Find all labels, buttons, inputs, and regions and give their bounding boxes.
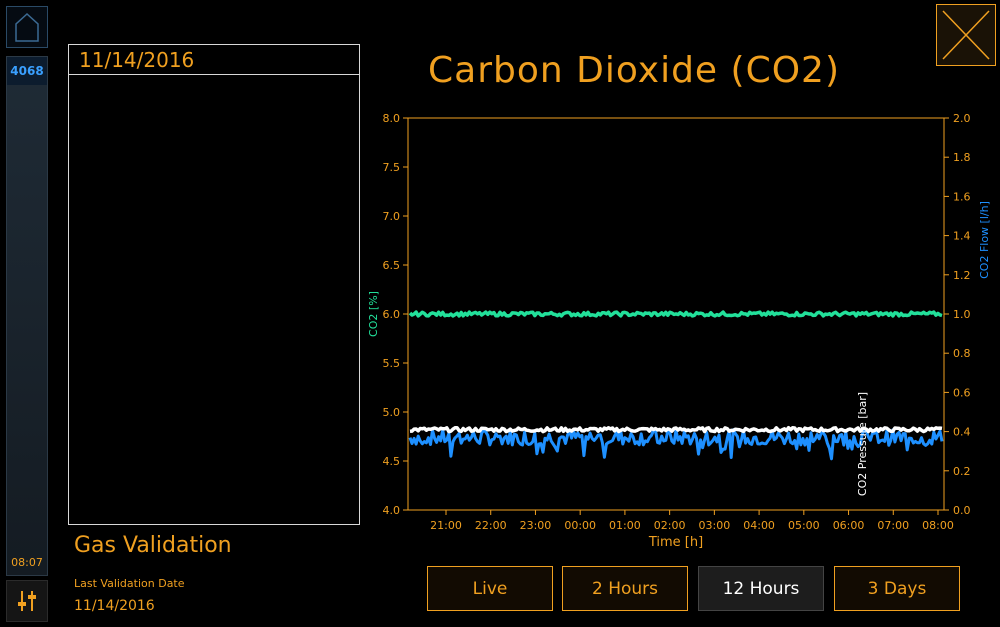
x-tick-label: 22:00 bbox=[475, 519, 507, 532]
sidebar-time: 08:07 bbox=[11, 556, 43, 569]
x-tick-label: 07:00 bbox=[877, 519, 909, 532]
right-tick-label: 1.4 bbox=[953, 230, 971, 243]
panel-date: 11/14/2016 bbox=[69, 45, 359, 75]
y-right-label-pressure: CO2 Pressure [bar] bbox=[856, 392, 869, 496]
last-validation-label: Last Validation Date bbox=[74, 577, 185, 590]
home-icon bbox=[15, 12, 39, 42]
left-tick-label: 8.0 bbox=[383, 112, 401, 125]
right-tick-label: 1.0 bbox=[953, 308, 971, 321]
y-right-label-flow: CO2 Flow [l/h] bbox=[978, 201, 991, 279]
x-axis: 21:00 22:00 23:00 00:00 01:00 02:00 03:00 04:00… bbox=[430, 510, 954, 532]
x-tick-label: 06:00 bbox=[833, 519, 865, 532]
sidebar-badge: 4068 bbox=[7, 57, 47, 85]
right-tick-label: 1.2 bbox=[953, 269, 971, 282]
close-button[interactable] bbox=[936, 4, 996, 66]
sidebar-track[interactable]: 4068 08:07 bbox=[6, 56, 48, 576]
gas-validation-title: Gas Validation bbox=[74, 533, 232, 558]
left-tick-label: 5.5 bbox=[383, 357, 401, 370]
left-axis: 4.0 4.5 5.0 5.5 6.0 6.5 7.0 7.5 8.0 bbox=[383, 112, 408, 517]
series-line-pressure bbox=[409, 425, 943, 434]
x-tick-label: 04:00 bbox=[743, 519, 775, 532]
right-tick-label: 0.0 bbox=[953, 504, 971, 517]
right-tick-label: 0.8 bbox=[953, 347, 971, 360]
page-title: Carbon Dioxide (CO2) bbox=[428, 50, 840, 91]
x-tick-label: 01:00 bbox=[609, 519, 641, 532]
close-icon bbox=[942, 10, 990, 60]
right-tick-label: 2.0 bbox=[953, 112, 971, 125]
right-tick-label: 1.6 bbox=[953, 190, 971, 203]
sliders-icon bbox=[18, 591, 36, 611]
x-tick-label: 00:00 bbox=[564, 519, 596, 532]
right-tick-label: 0.6 bbox=[953, 386, 971, 399]
x-tick-label: 02:00 bbox=[654, 519, 686, 532]
timeframe-button-3-days[interactable]: 3 Days bbox=[834, 566, 960, 611]
right-tick-label: 0.4 bbox=[953, 426, 971, 439]
sidebar: 4068 08:07 bbox=[0, 0, 54, 627]
left-tick-label: 7.0 bbox=[383, 210, 401, 223]
left-tick-label: 4.5 bbox=[383, 455, 401, 468]
right-tick-label: 0.2 bbox=[953, 465, 971, 478]
y-left-label: CO2 [%] bbox=[367, 291, 380, 337]
left-tick-label: 7.5 bbox=[383, 161, 401, 174]
last-validation-date: 11/14/2016 bbox=[74, 598, 155, 614]
right-axis: 0.0 0.2 0.4 0.6 0.8 1.0 1.2 1.4 1.6 1.8 2.0 bbox=[944, 112, 971, 517]
timeframe-button-12-hours[interactable]: 12 Hours bbox=[698, 566, 824, 611]
x-tick-label: 21:00 bbox=[430, 519, 462, 532]
left-tick-label: 4.0 bbox=[383, 504, 401, 517]
x-tick-label: 08:00 bbox=[922, 519, 954, 532]
x-tick-label: 05:00 bbox=[788, 519, 820, 532]
left-tick-label: 5.0 bbox=[383, 406, 401, 419]
series-group bbox=[408, 310, 944, 461]
x-axis-label: Time [h] bbox=[648, 535, 703, 550]
settings-button[interactable] bbox=[6, 580, 48, 622]
left-tick-label: 6.0 bbox=[383, 308, 401, 321]
co2-chart: 4.0 4.5 5.0 5.5 6.0 6.5 7.0 7.5 8.0 0.0 0.2 0.4 0.6… bbox=[367, 112, 991, 550]
series-line-co2 bbox=[408, 310, 943, 318]
timeframe-button-live[interactable]: Live bbox=[427, 566, 553, 611]
x-tick-label: 03:00 bbox=[699, 519, 731, 532]
right-tick-label: 1.8 bbox=[953, 151, 971, 164]
timeframe-button-2-hours[interactable]: 2 Hours bbox=[562, 566, 688, 611]
home-button[interactable] bbox=[6, 6, 48, 48]
x-tick-label: 23:00 bbox=[520, 519, 552, 532]
validation-panel: 11/14/2016 bbox=[68, 44, 360, 525]
left-tick-label: 6.5 bbox=[383, 259, 401, 272]
